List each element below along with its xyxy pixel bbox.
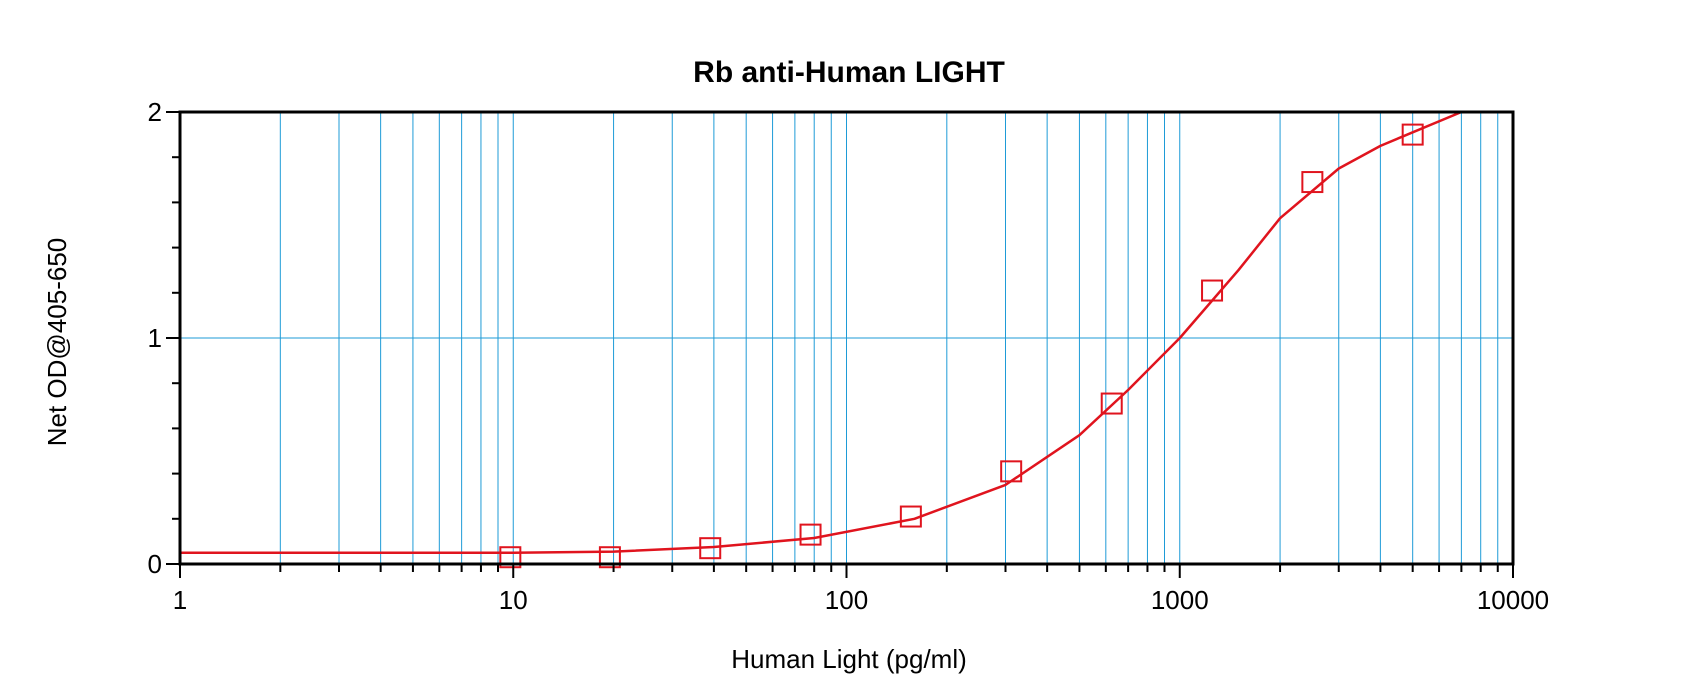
data-point [799, 523, 822, 546]
grid [180, 112, 1513, 564]
fit-curve [180, 110, 1462, 554]
data-point [899, 505, 922, 528]
data-point [598, 546, 621, 569]
data-point [699, 537, 722, 560]
y-tick-label: 1 [148, 323, 162, 353]
x-tick-label: 1 [173, 585, 187, 615]
y-axis-label: Net OD@405-650 [42, 238, 72, 447]
x-tick-label: 1000 [1151, 585, 1209, 615]
x-tick-label: 10000 [1477, 585, 1549, 615]
data-point [1100, 392, 1123, 415]
data-point [1000, 460, 1023, 483]
data-point [499, 546, 522, 569]
x-axis-label: Human Light (pg/ml) [731, 644, 967, 674]
data-point [1401, 123, 1424, 146]
data-point [1201, 279, 1224, 302]
x-tick-label: 100 [825, 585, 868, 615]
y-tick-label: 2 [148, 97, 162, 127]
x-tick-label: 10 [499, 585, 528, 615]
data-point [1301, 171, 1324, 194]
plot-area [180, 110, 1462, 569]
y-tick-label: 0 [148, 549, 162, 579]
chart-title: Rb anti-Human LIGHT [693, 56, 1005, 89]
